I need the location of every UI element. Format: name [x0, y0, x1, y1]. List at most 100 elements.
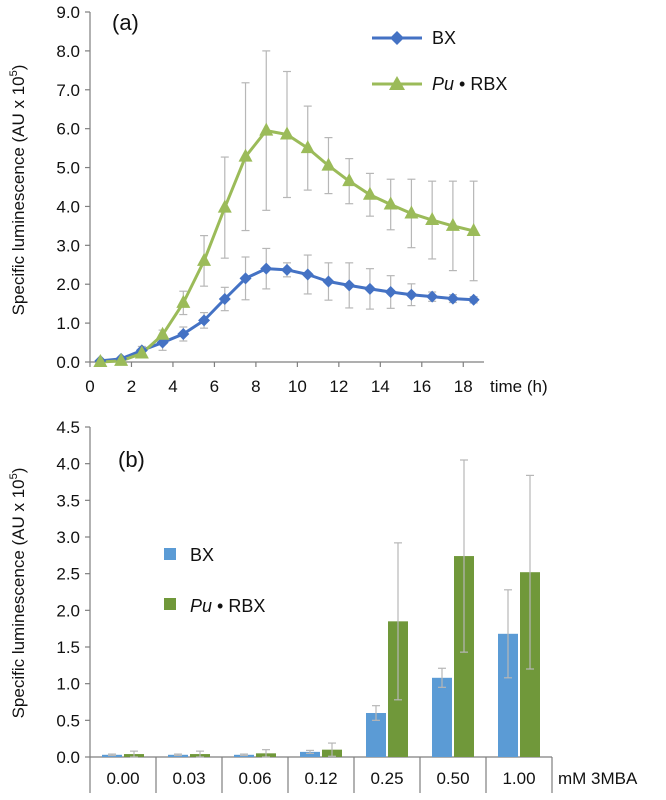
panel-b-bars [102, 556, 540, 757]
panel-a-x-tick-label: 6 [210, 377, 219, 396]
panel-a-point-pu-rbx [259, 122, 274, 136]
panel-a-point-bx [363, 282, 376, 295]
panel-b-error-bar-pu-rbx [460, 459, 468, 653]
panel-a-x-tick-label: 14 [371, 377, 390, 396]
panel-b-legend-label-pu-rbx: Pu • RBX [190, 596, 265, 616]
panel-a-legend: BX Pu • RBX [372, 28, 507, 94]
panel-b-legend-swatch-bx [164, 548, 176, 560]
panel-a-y-tick-label: 3.0 [56, 236, 80, 255]
panel-b-y-axis-title-superscript: 5 [8, 473, 20, 479]
panel-b-y-axis-title-close: ) [9, 468, 28, 474]
panel-a-point-bx [405, 288, 418, 301]
panel-b-x-axis-title: mM 3MBA [558, 769, 638, 788]
panel-a-tick-marks [85, 11, 464, 367]
panel-a-label: (a) [112, 10, 139, 35]
panel-b-error-bar-bx [174, 753, 182, 757]
panel-a-legend-label-pu-rbx: Pu • RBX [432, 74, 507, 94]
triangle-marker-icon [389, 76, 405, 90]
panel-a-y-tick-label: 8.0 [56, 42, 80, 61]
panel-a-point-bx [467, 293, 480, 306]
panel-a-point-pu-rbx [197, 252, 212, 266]
panel-b-x-tick-label: 0.50 [436, 769, 469, 788]
panel-a-point-pu-rbx [238, 148, 253, 162]
panel-b-bar-bx [498, 633, 518, 757]
panel-a-point-pu-rbx [134, 345, 149, 359]
panel-a-y-axis-title-main: Specific luminescence (AU x 10 [9, 76, 28, 315]
panel-a-point-pu-rbx [321, 157, 336, 171]
panel-a-x-tick-label: 18 [454, 377, 473, 396]
panel-a-y-tick-label: 6.0 [56, 120, 80, 139]
panel-a-point-pu-rbx [404, 205, 419, 219]
panel-a-x-tick-label: 16 [412, 377, 431, 396]
panel-b-error-bar-pu-rbx [196, 750, 204, 758]
panel-a-point-pu-rbx [466, 222, 481, 236]
panel-a-y-tick-label: 4.0 [56, 197, 80, 216]
panel-b-legend-label-bx: BX [190, 545, 214, 565]
panel-a-point-bx [343, 279, 356, 292]
panel-a-point-bx [301, 268, 314, 281]
panel-a-point-pu-rbx [280, 126, 294, 140]
panel-a-y-axis-title: Specific luminescence (AU x 105) [8, 65, 28, 316]
panel-b-y-tick-label: 0.5 [56, 711, 80, 730]
panel-a-legend-item-bx: BX [372, 28, 456, 48]
panel-b-x-tick-label: 0.06 [238, 769, 271, 788]
panel-b-y-tick-label: 1.0 [56, 675, 80, 694]
panel-a-y-tick-label: 0.0 [56, 353, 80, 372]
panel-b-x-tick-label: 0.03 [172, 769, 205, 788]
panel-b-legend-item-bx: BX [164, 545, 214, 565]
panel-b-y-axis-title-main: Specific luminescence (AU x 10 [9, 479, 28, 718]
panel-a-point-bx [446, 292, 459, 305]
panel-b-x-tick-label: 0.25 [370, 769, 403, 788]
panel-b-y-tick-label: 4.0 [56, 455, 80, 474]
panel-b-legend: BX Pu • RBX [164, 545, 265, 616]
panel-b-y-tick-label: 2.5 [56, 565, 80, 584]
panel-a-x-tick-labels: 0 2 4 6 8 10 12 14 16 18 [85, 377, 472, 396]
panel-b-y-tick-label: 0.0 [56, 748, 80, 767]
panel-b-error-bar-pu-rbx [130, 750, 138, 758]
panel-a-point-bx [260, 262, 273, 275]
panel-b-legend-swatch-pu-rbx [164, 598, 176, 610]
panel-b-error-bars [108, 459, 534, 758]
panel-a-line-chart: (a) Specific luminescence (AU x 105) 0.0… [8, 3, 548, 396]
panel-b-error-bar-bx [504, 589, 512, 679]
panel-a-legend-label-rbx: • RBX [454, 74, 507, 94]
panel-b-x-tick-label: 0.00 [106, 769, 139, 788]
panel-b-bar-chart: (b) Specific luminescence (AU x 105) 0.0… [8, 418, 638, 793]
panel-b-legend-item-pu-rbx: Pu • RBX [164, 596, 265, 616]
panel-b-bar-pu-rbx [454, 556, 474, 757]
panel-a-legend-label-pu-italic: Pu [432, 74, 454, 94]
panel-a-point-pu-rbx [445, 217, 460, 231]
panel-a-x-tick-label: 8 [251, 377, 260, 396]
panel-a-point-bx [198, 314, 211, 327]
panel-a-series-line-bx [100, 267, 474, 363]
panel-b-bar-bx [432, 677, 452, 757]
panel-b-tick-marks [85, 426, 553, 793]
panel-a-x-tick-label: 2 [127, 377, 136, 396]
panel-a-y-tick-label: 2.0 [56, 275, 80, 294]
panel-a-x-tick-label: 4 [168, 377, 177, 396]
panel-b-bar-bx [300, 751, 320, 757]
panel-a-y-tick-label: 5.0 [56, 159, 80, 178]
diamond-marker-icon [390, 31, 404, 45]
panel-a-point-bx [426, 290, 439, 303]
panel-a-x-tick-label: 10 [288, 377, 307, 396]
panel-b-legend-label-rbx: • RBX [212, 596, 265, 616]
panel-a-point-bx [239, 272, 252, 285]
panel-a-point-bx [177, 328, 190, 340]
panel-b-y-tick-labels: 0.0 0.5 1.0 1.5 2.0 2.5 3.0 3.5 4.0 4.5 [56, 418, 80, 767]
panel-a-legend-label-bx: BX [432, 28, 456, 48]
panel-b-error-bar-pu-rbx [526, 474, 534, 670]
panel-a-point-pu-rbx [114, 352, 129, 366]
panel-a-point-pu-rbx [342, 173, 357, 187]
panel-b-y-tick-label: 3.5 [56, 491, 80, 510]
panel-a-y-axis-title-close: ) [9, 65, 28, 71]
panel-b-error-bar-pu-rbx [328, 742, 336, 757]
panel-b-y-tick-label: 2.0 [56, 601, 80, 620]
panel-a-y-axis-title-superscript: 5 [8, 70, 20, 76]
panel-a-point-bx [322, 275, 335, 288]
panel-a-point-pu-rbx [217, 199, 232, 213]
panel-b-error-bar-pu-rbx [262, 749, 270, 758]
panel-b-error-bar-bx [438, 667, 446, 688]
panel-a-legend-item-pu-rbx: Pu • RBX [372, 74, 507, 94]
